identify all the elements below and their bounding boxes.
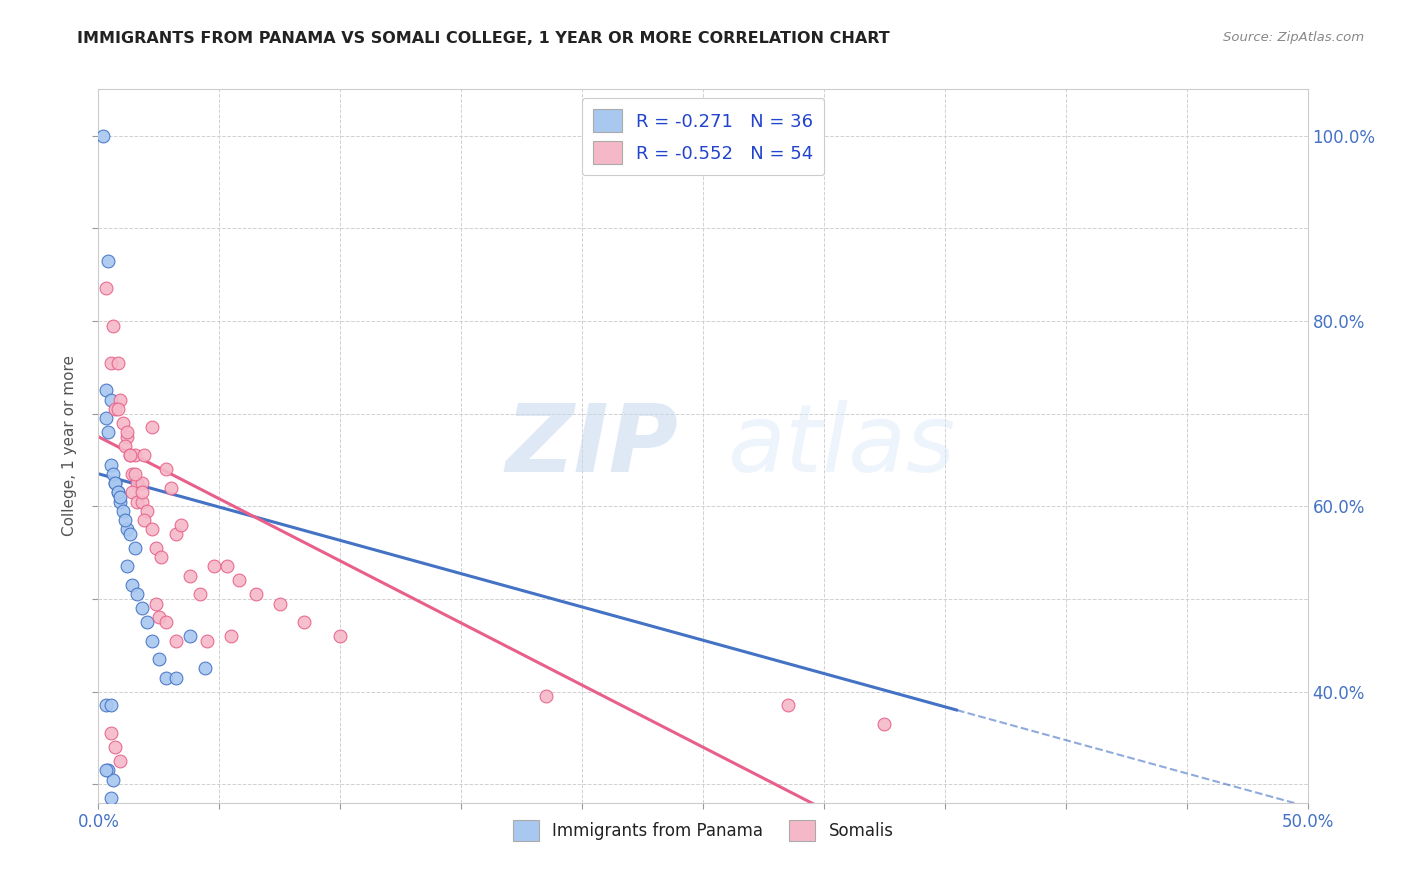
Point bbox=[108, 754, 131, 768]
Point bbox=[100, 726, 122, 740]
Point bbox=[776, 698, 799, 713]
Point bbox=[165, 671, 187, 685]
Point bbox=[145, 597, 167, 611]
Point bbox=[94, 764, 117, 778]
Point bbox=[104, 740, 127, 755]
Point bbox=[107, 485, 129, 500]
Point bbox=[534, 690, 557, 704]
Point bbox=[100, 458, 122, 472]
Text: Source: ZipAtlas.com: Source: ZipAtlas.com bbox=[1223, 31, 1364, 45]
Legend: Immigrants from Panama, Somalis: Immigrants from Panama, Somalis bbox=[506, 814, 900, 848]
Point bbox=[97, 764, 120, 778]
Point bbox=[118, 448, 141, 462]
Text: ZIP: ZIP bbox=[506, 400, 679, 492]
Y-axis label: College, 1 year or more: College, 1 year or more bbox=[62, 356, 77, 536]
Point bbox=[118, 448, 141, 462]
Point bbox=[94, 281, 117, 295]
Point bbox=[131, 485, 153, 500]
Point bbox=[118, 527, 141, 541]
Point bbox=[150, 550, 173, 565]
Point bbox=[141, 420, 163, 434]
Point bbox=[194, 661, 217, 675]
Point bbox=[131, 494, 153, 508]
Point bbox=[114, 513, 136, 527]
Point bbox=[221, 629, 243, 643]
Point bbox=[188, 587, 211, 601]
Point bbox=[117, 559, 139, 574]
Point bbox=[215, 559, 238, 574]
Point bbox=[121, 578, 143, 592]
Point bbox=[121, 467, 143, 481]
Point bbox=[127, 476, 149, 491]
Point bbox=[131, 601, 153, 615]
Point bbox=[97, 253, 120, 268]
Point bbox=[141, 633, 163, 648]
Point bbox=[124, 448, 146, 462]
Point bbox=[124, 467, 146, 481]
Point bbox=[100, 698, 122, 713]
Point bbox=[108, 392, 131, 407]
Point bbox=[100, 355, 122, 369]
Point bbox=[117, 425, 139, 439]
Point bbox=[97, 425, 120, 439]
Point bbox=[135, 615, 157, 629]
Point bbox=[117, 523, 139, 537]
Point bbox=[107, 355, 129, 369]
Point bbox=[127, 587, 149, 601]
Point bbox=[108, 490, 131, 504]
Point bbox=[204, 559, 226, 574]
Text: atlas: atlas bbox=[727, 401, 956, 491]
Point bbox=[135, 504, 157, 518]
Point bbox=[107, 401, 129, 416]
Point bbox=[104, 401, 127, 416]
Point bbox=[94, 411, 117, 425]
Point bbox=[169, 517, 191, 532]
Point bbox=[111, 416, 134, 430]
Point bbox=[165, 633, 187, 648]
Point bbox=[104, 476, 127, 491]
Point bbox=[127, 494, 149, 508]
Point bbox=[873, 717, 896, 731]
Point bbox=[195, 633, 218, 648]
Point bbox=[101, 467, 124, 481]
Point bbox=[100, 791, 122, 805]
Point bbox=[101, 772, 124, 787]
Point bbox=[329, 629, 352, 643]
Point bbox=[155, 462, 177, 476]
Point bbox=[107, 485, 129, 500]
Point bbox=[104, 476, 127, 491]
Point bbox=[121, 485, 143, 500]
Point bbox=[269, 597, 291, 611]
Text: IMMIGRANTS FROM PANAMA VS SOMALI COLLEGE, 1 YEAR OR MORE CORRELATION CHART: IMMIGRANTS FROM PANAMA VS SOMALI COLLEGE… bbox=[77, 31, 890, 46]
Point bbox=[134, 448, 156, 462]
Point bbox=[117, 430, 139, 444]
Point bbox=[91, 128, 114, 143]
Point bbox=[94, 698, 117, 713]
Point bbox=[114, 439, 136, 453]
Point bbox=[155, 615, 177, 629]
Point bbox=[148, 610, 170, 624]
Point bbox=[145, 541, 167, 555]
Point bbox=[101, 318, 124, 333]
Point bbox=[245, 587, 267, 601]
Point bbox=[155, 671, 177, 685]
Point bbox=[124, 541, 146, 555]
Point bbox=[134, 513, 156, 527]
Point bbox=[179, 629, 201, 643]
Point bbox=[94, 384, 117, 398]
Point bbox=[100, 392, 122, 407]
Point bbox=[131, 476, 153, 491]
Point bbox=[148, 652, 170, 666]
Point bbox=[108, 494, 131, 508]
Point bbox=[160, 481, 183, 495]
Point bbox=[292, 615, 315, 629]
Point bbox=[179, 568, 201, 582]
Point bbox=[111, 504, 134, 518]
Point bbox=[165, 527, 187, 541]
Point bbox=[228, 574, 250, 588]
Point bbox=[141, 523, 163, 537]
